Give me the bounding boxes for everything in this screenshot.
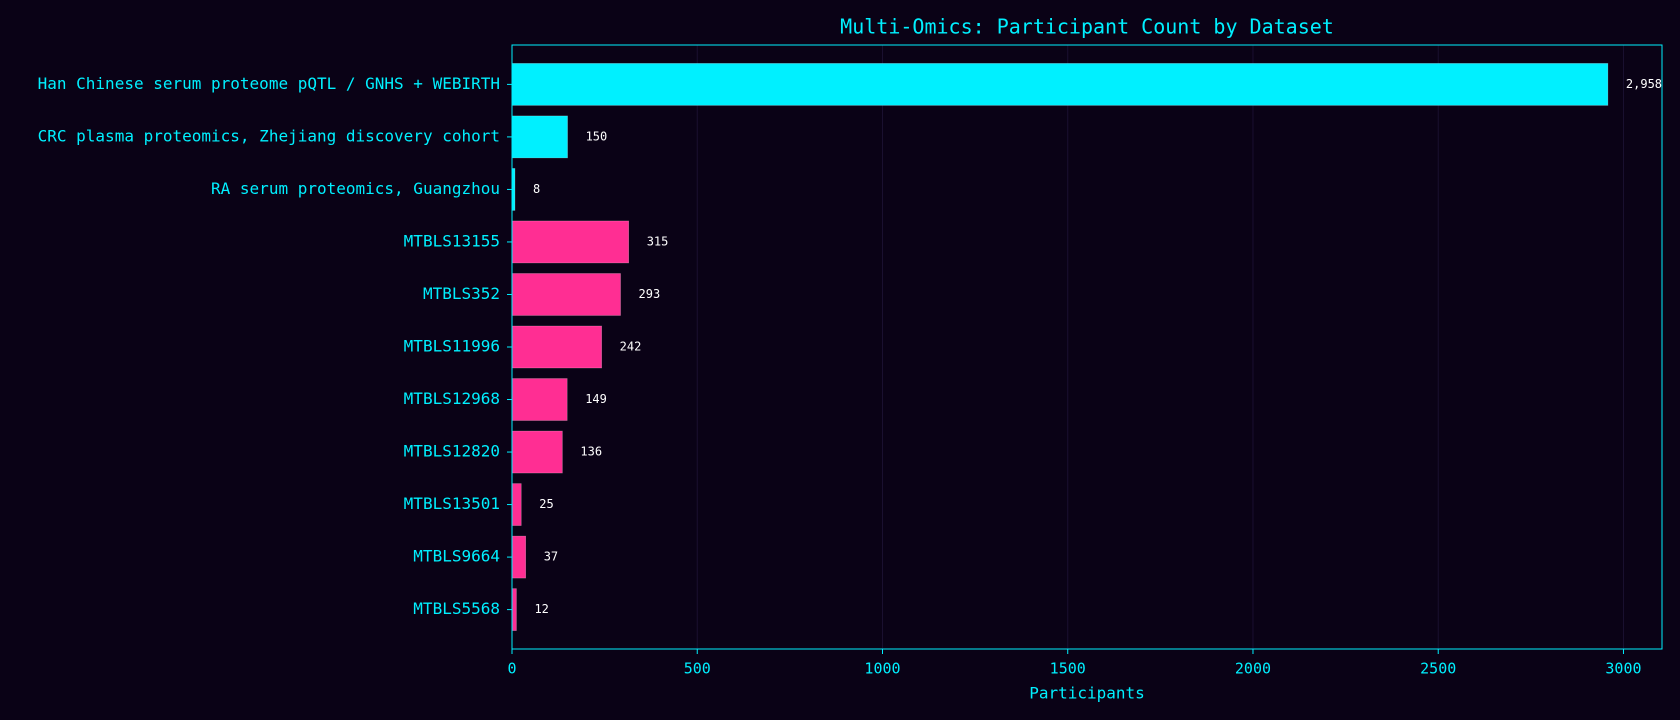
x-axis-label: Participants [1029,684,1145,703]
x-tick-label: 3000 [1605,660,1641,678]
y-tick-label: MTBLS9664 [413,547,500,566]
value-label: 315 [647,234,669,248]
bar [511,588,517,631]
x-tick-label: 500 [684,660,711,678]
value-label: 8 [533,182,540,196]
value-label: 136 [580,445,602,459]
plot-frame [511,44,1663,650]
y-tick-label: MTBLS11996 [404,337,500,356]
y-tick-label: MTBLS5568 [413,599,500,618]
bar [511,273,621,316]
y-tick-label: MTBLS12968 [404,389,500,408]
bar [511,115,568,159]
y-tick-label: CRC plasma proteomics, Zhejiang discover… [38,126,500,145]
bar [511,535,527,579]
x-tick-label: 0 [507,660,516,678]
bar [511,378,568,421]
x-tick-label: 1000 [864,660,900,678]
y-tick-label: RA serum proteomics, Guangzhou [211,179,500,198]
y-tick-label: MTBLS13501 [404,494,500,513]
x-tick-label: 1500 [1050,660,1086,678]
value-label: 25 [539,497,553,511]
y-tick-label: MTBLS12820 [404,442,500,461]
bar [511,483,522,526]
value-label: 293 [639,287,661,301]
y-tick-label: MTBLS13155 [404,231,500,250]
y-tick-label: MTBLS352 [423,284,500,303]
bar [511,220,630,264]
y-tick-label: Han Chinese serum proteome pQTL / GNHS +… [38,74,500,93]
value-label: 37 [544,550,558,564]
chart-title: Multi-Omics: Participant Count by Datase… [840,15,1334,39]
x-tick-label: 2500 [1420,660,1456,678]
bar [511,63,1609,106]
bar [511,430,563,474]
value-label: 12 [534,602,548,616]
value-label: 149 [585,392,607,406]
value-label: 242 [620,340,642,354]
value-label: 2,958 [1626,77,1662,91]
x-tick-label: 2000 [1235,660,1271,678]
bar [511,325,602,369]
value-label: 150 [586,129,608,143]
